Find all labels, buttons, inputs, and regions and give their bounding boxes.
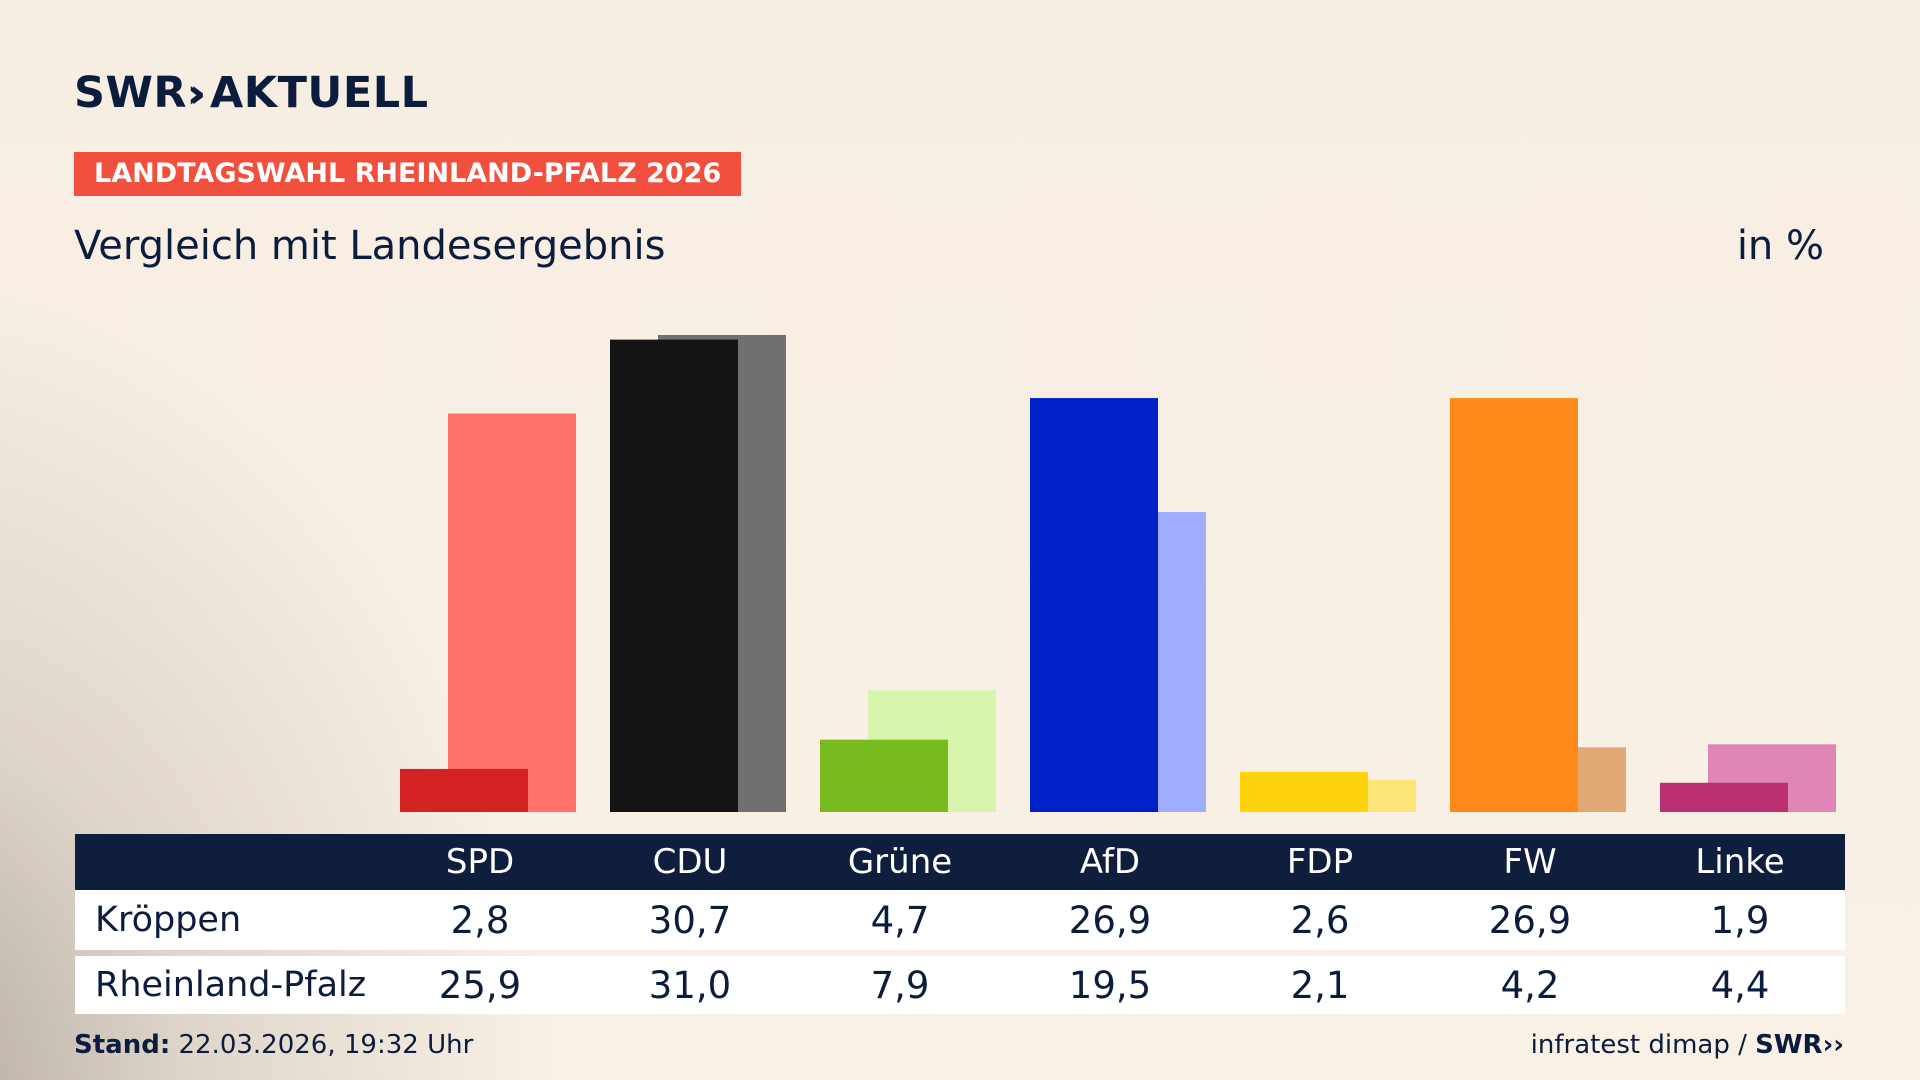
value-cell: 30,7 xyxy=(648,898,732,942)
unit-label: in % xyxy=(1736,223,1824,269)
swr-aktuell-logo: SWR›› AKTUELL xyxy=(74,66,429,121)
value-cell: 4,7 xyxy=(870,898,930,942)
chart-title: Vergleich mit Landesergebnis xyxy=(74,223,666,269)
table-row: Kröppen 2,8 30,7 4,7 26,9 2,6 26,9 1,9 xyxy=(75,890,1845,950)
value-cell: 2,6 xyxy=(1290,898,1350,942)
bar-kroeppen-spd xyxy=(400,768,528,812)
value-cell: 2,8 xyxy=(450,898,510,942)
source-credit: infratest dimap / SWR›› xyxy=(1531,1030,1844,1060)
value-cell: 19,5 xyxy=(1068,963,1152,1007)
logo-suffix: AKTUELL xyxy=(209,68,429,118)
party-header-cdu: CDU xyxy=(652,842,728,882)
bar-landesergebnis-spd xyxy=(448,413,576,812)
row-label: Kröppen xyxy=(95,900,242,940)
party-header-afd: AfD xyxy=(1079,842,1141,882)
stand-value: 22.03.2026, 19:32 Uhr xyxy=(178,1030,474,1060)
value-cell: 4,2 xyxy=(1500,963,1560,1007)
party-header-fw: FW xyxy=(1503,842,1557,882)
stand-label: Stand: xyxy=(74,1030,171,1060)
timestamp: Stand: 22.03.2026, 19:32 Uhr xyxy=(74,1030,473,1060)
election-kicker: LANDTAGSWAHL RHEINLAND-PFALZ 2026 xyxy=(74,152,742,196)
party-header-spd: SPD xyxy=(445,842,515,882)
source-text: infratest dimap / xyxy=(1530,1030,1747,1060)
value-cell: 2,1 xyxy=(1290,963,1350,1007)
party-header-grüne: Grüne xyxy=(847,842,953,882)
value-cell: 4,4 xyxy=(1710,963,1770,1007)
value-cell: 26,9 xyxy=(1488,898,1572,942)
bar-kroeppen-afd xyxy=(1030,398,1158,812)
value-cell: 31,0 xyxy=(648,963,732,1007)
results-table: SPD CDU Grüne AfD FDP FW Linke Kröppen 2,8 30,7… xyxy=(75,834,1845,1014)
bar-kroeppen-fdp xyxy=(1240,771,1368,812)
bar-kroeppen-fw xyxy=(1450,398,1578,812)
party-header-linke: Linke xyxy=(1695,842,1785,882)
swr-small-logo: SWR›› xyxy=(1755,1030,1844,1060)
value-cell: 25,9 xyxy=(438,963,522,1007)
value-cell: 26,9 xyxy=(1068,898,1152,942)
row-label: Rheinland-Pfalz xyxy=(95,965,367,1005)
bar-kroeppen-grüne xyxy=(820,739,948,812)
logo-text: SWR xyxy=(74,68,188,118)
table-row: Rheinland-Pfalz 25,9 31,0 7,9 19,5 2,1 4,2 4,4 xyxy=(75,956,1845,1014)
value-cell: 7,9 xyxy=(870,963,930,1007)
bar-kroeppen-linke xyxy=(1660,782,1788,812)
value-cell: 1,9 xyxy=(1710,898,1770,942)
bar-chart xyxy=(400,335,1836,812)
party-header-fdp: FDP xyxy=(1286,842,1354,882)
bar-kroeppen-cdu xyxy=(610,339,738,812)
table-header-row: SPD CDU Grüne AfD FDP FW Linke xyxy=(75,834,1845,890)
